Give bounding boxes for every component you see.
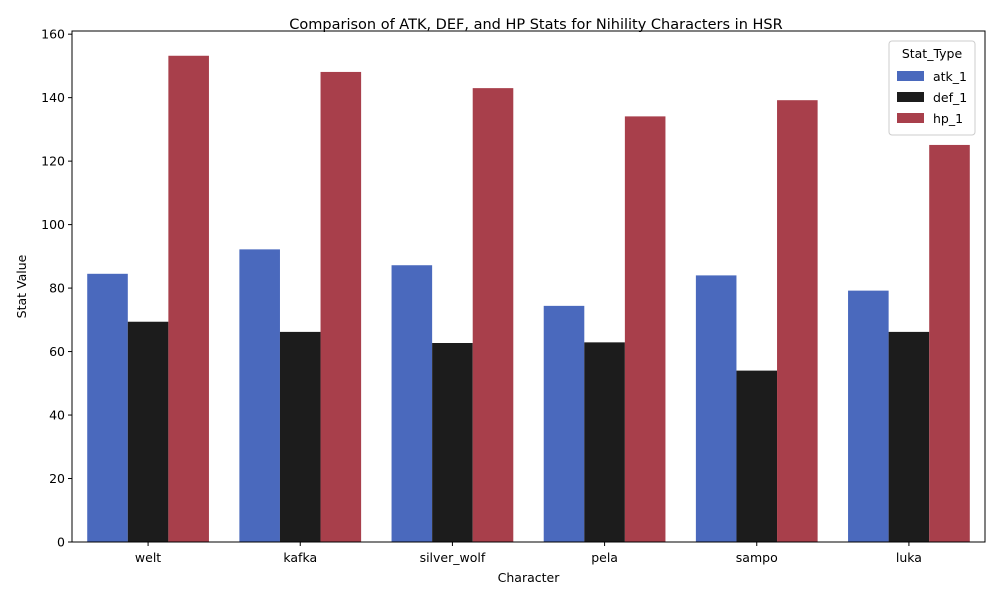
x-tick-label: pela xyxy=(591,550,618,565)
y-tick-label: 80 xyxy=(49,281,65,296)
x-axis-label: Character xyxy=(498,570,561,585)
bar-hp_1-luka xyxy=(929,144,970,542)
legend-label-hp_1: hp_1 xyxy=(933,111,963,126)
legend: Stat_Type atk_1 def_1 hp_1 xyxy=(888,40,976,136)
legend-label-atk_1: atk_1 xyxy=(933,69,967,84)
y-tick-label: 160 xyxy=(41,27,65,42)
legend-title: Stat_Type xyxy=(902,46,963,61)
bar-def_1-silver_wolf xyxy=(432,343,473,542)
y-tick-label: 100 xyxy=(41,217,65,232)
y-tick-label: 60 xyxy=(49,344,65,359)
bar-hp_1-silver_wolf xyxy=(472,88,514,542)
y-axis-label: Stat Value xyxy=(14,254,29,318)
legend-swatch-atk_1 xyxy=(897,71,924,81)
chart-title: Comparison of ATK, DEF, and HP Stats for… xyxy=(289,17,782,33)
legend-box xyxy=(888,40,976,136)
y-tick-label: 20 xyxy=(49,471,65,486)
bar-hp_1-welt xyxy=(168,55,209,542)
bar-atk_1-sampo xyxy=(695,275,737,542)
bar-atk_1-welt xyxy=(87,273,128,542)
y-tick-label: 120 xyxy=(41,154,65,169)
bar-def_1-pela xyxy=(584,342,625,542)
x-tick-label: kafka xyxy=(283,550,317,565)
bar-hp_1-pela xyxy=(624,116,666,542)
bar-def_1-kafka xyxy=(279,331,321,542)
bar-hp_1-sampo xyxy=(777,100,818,542)
y-tick-label: 140 xyxy=(41,90,65,105)
bar-atk_1-luka xyxy=(848,290,889,542)
x-tick-label: luka xyxy=(896,550,922,565)
bar-def_1-luka xyxy=(888,331,930,542)
bars-layer xyxy=(87,55,970,542)
y-tick-label: 0 xyxy=(57,535,65,550)
bar-def_1-welt xyxy=(127,321,169,542)
legend-swatch-hp_1 xyxy=(897,113,924,123)
bar-atk_1-pela xyxy=(543,305,585,542)
legend-label-def_1: def_1 xyxy=(933,90,967,105)
y-axis: 0 20 40 60 80 100 120 140 160 xyxy=(41,27,72,550)
x-tick-label: sampo xyxy=(736,550,778,565)
x-axis: welt kafka silver_wolf pela sampo luka xyxy=(135,542,922,565)
bar-hp_1-kafka xyxy=(320,71,362,542)
plot-frame xyxy=(71,30,986,543)
bar-def_1-sampo xyxy=(736,370,778,542)
x-tick-label: welt xyxy=(135,550,161,565)
bar-atk_1-kafka xyxy=(239,249,280,542)
x-tick-label: silver_wolf xyxy=(420,550,486,565)
bar-atk_1-silver_wolf xyxy=(391,265,433,542)
y-tick-label: 40 xyxy=(49,408,65,423)
legend-swatch-def_1 xyxy=(897,92,924,102)
